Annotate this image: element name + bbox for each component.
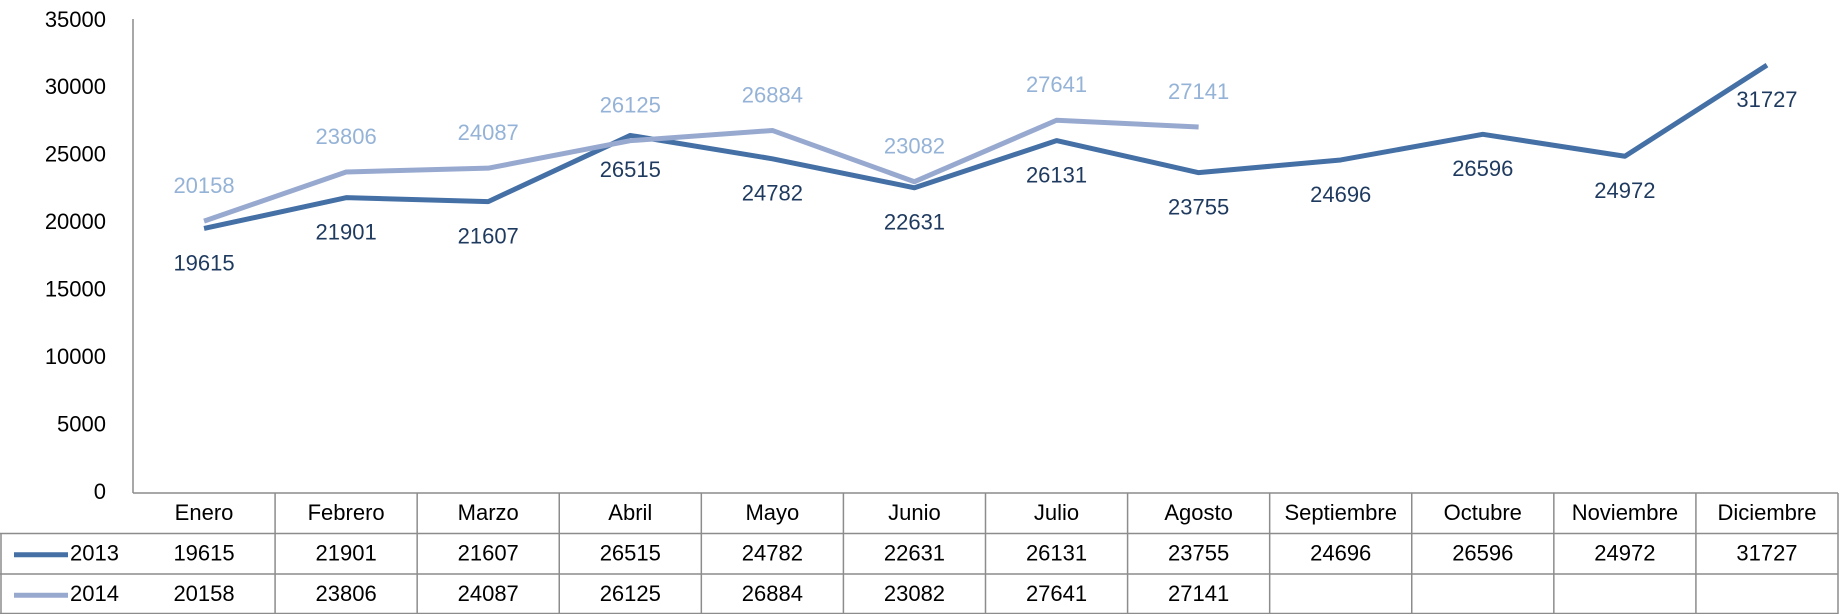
x-tick-label: Enero <box>175 500 234 525</box>
table-cell: 23082 <box>884 581 945 606</box>
data-label: 24972 <box>1594 178 1655 203</box>
legend-label: 2013 <box>70 541 119 566</box>
data-label: 23806 <box>316 124 377 149</box>
data-label: 20158 <box>173 173 234 198</box>
data-label: 26131 <box>1026 162 1087 187</box>
y-tick-label: 20000 <box>45 209 106 234</box>
y-tick-label: 10000 <box>45 344 106 369</box>
series-line <box>203 63 1769 231</box>
y-tick-label: 30000 <box>45 74 106 99</box>
data-label: 22631 <box>884 210 945 235</box>
x-tick-label: Agosto <box>1164 500 1233 525</box>
x-tick-label: Julio <box>1034 500 1079 525</box>
x-tick-label: Junio <box>888 500 941 525</box>
table-cell: 21901 <box>316 541 377 566</box>
data-label: 31727 <box>1736 87 1797 112</box>
table-cell: 21607 <box>458 541 519 566</box>
data-label: 27641 <box>1026 72 1087 97</box>
table-cell: 27641 <box>1026 581 1087 606</box>
x-tick-label: Septiembre <box>1284 500 1397 525</box>
legend-label: 2014 <box>70 581 119 606</box>
table-cell: 24087 <box>458 581 519 606</box>
data-label: 27141 <box>1168 79 1229 104</box>
data-label: 21607 <box>458 223 519 248</box>
table-cell: 22631 <box>884 541 945 566</box>
table-cell: 24696 <box>1310 541 1371 566</box>
table-cell: 26131 <box>1026 541 1087 566</box>
table-cell: 23755 <box>1168 541 1229 566</box>
table-cell: 24972 <box>1594 541 1655 566</box>
x-tick-label: Octubre <box>1444 500 1522 525</box>
y-tick-label: 35000 <box>45 7 106 32</box>
table-cell: 20158 <box>173 581 234 606</box>
table-cell: 23806 <box>316 581 377 606</box>
data-label: 23082 <box>884 134 945 159</box>
table-cell: 26884 <box>742 581 803 606</box>
data-label: 26515 <box>600 157 661 182</box>
data-label: 26596 <box>1452 156 1513 181</box>
x-tick-label: Febrero <box>308 500 385 525</box>
table-cell: 26125 <box>600 581 661 606</box>
data-label: 23755 <box>1168 194 1229 219</box>
data-label: 19615 <box>173 250 234 275</box>
table-cell: 27141 <box>1168 581 1229 606</box>
y-tick-label: 0 <box>94 479 106 504</box>
x-tick-label: Noviembre <box>1572 500 1678 525</box>
data-label: 24782 <box>742 181 803 206</box>
table-cell: 26596 <box>1452 541 1513 566</box>
table-cell: 19615 <box>173 541 234 566</box>
table-cell: 24782 <box>742 541 803 566</box>
y-tick-label: 25000 <box>45 142 106 167</box>
y-tick-label: 5000 <box>57 411 106 436</box>
y-tick-label: 15000 <box>45 277 106 302</box>
data-label: 24696 <box>1310 182 1371 207</box>
table-cell: 31727 <box>1736 541 1797 566</box>
x-tick-label: Diciembre <box>1717 500 1816 525</box>
x-tick-label: Mayo <box>745 500 799 525</box>
x-tick-label: Marzo <box>458 500 519 525</box>
data-label: 26125 <box>600 92 661 117</box>
data-label: 24087 <box>458 120 519 145</box>
data-label: 26884 <box>742 82 803 107</box>
table-cell: 26515 <box>600 541 661 566</box>
data-label: 21901 <box>316 219 377 244</box>
series-line <box>203 117 1199 224</box>
x-tick-label: Abril <box>608 500 652 525</box>
